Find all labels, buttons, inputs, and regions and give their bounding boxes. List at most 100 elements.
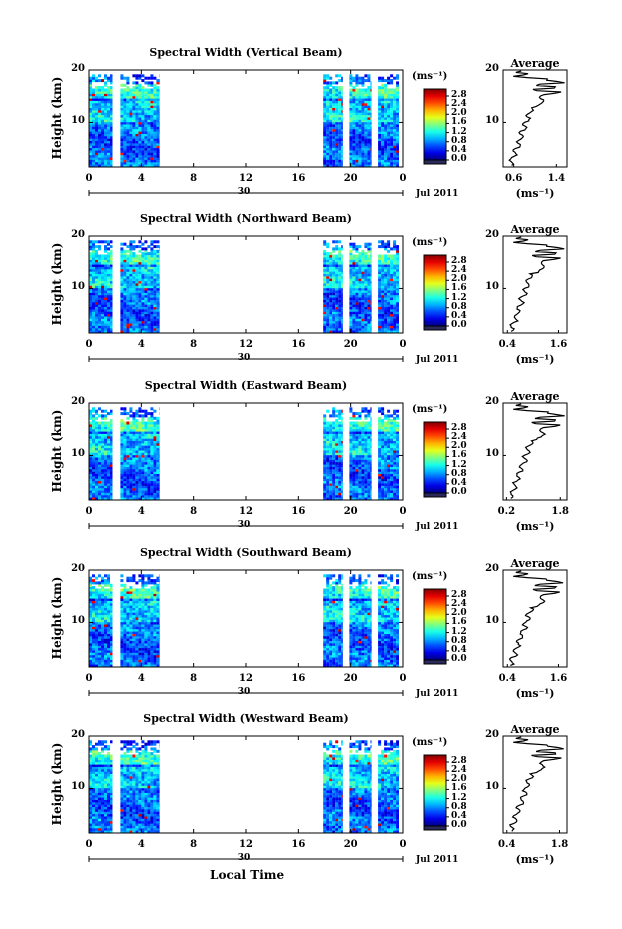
heatmap-cell — [387, 149, 391, 153]
heatmap-cell — [144, 445, 148, 449]
heatmap-cell — [326, 275, 330, 279]
heatmap-cell — [110, 123, 113, 127]
heatmap-cell — [338, 93, 342, 97]
heatmap-cell — [132, 95, 136, 99]
heatmap-cell — [370, 423, 372, 427]
heatmap-cell — [156, 301, 160, 305]
heatmap-cell — [332, 442, 336, 446]
heatmap-cell — [120, 478, 124, 482]
heatmap-cell — [98, 259, 101, 263]
heatmap-cell — [92, 79, 95, 83]
heatmap-cell — [358, 452, 362, 456]
heatmap-cell — [387, 452, 391, 456]
heatmap-cell — [393, 419, 397, 423]
heatmap-cell — [107, 327, 110, 331]
heatmap-cell — [89, 126, 92, 130]
heatmap-cell — [349, 119, 353, 123]
heatmap-cell — [349, 306, 353, 310]
heatmap-cell — [381, 409, 385, 413]
heatmap-cell — [110, 93, 113, 97]
heatmap-cell — [129, 256, 133, 260]
heatmap-cell — [361, 116, 365, 120]
heatmap-cell — [332, 311, 336, 315]
heatmap-cell — [364, 461, 368, 465]
heatmap-cell — [147, 442, 151, 446]
heatmap-cell — [355, 304, 359, 307]
heatmap-cell — [326, 114, 330, 118]
heatmap-cell — [132, 100, 136, 104]
heatmap-cell — [141, 114, 145, 118]
heatmap-cell — [98, 131, 101, 134]
heatmap-cell — [110, 468, 113, 472]
heatmap-cell — [367, 245, 371, 249]
heatmap-cell — [101, 240, 104, 244]
heatmap-cell — [98, 447, 101, 451]
heatmap-cell — [367, 487, 371, 491]
heatmap-cell — [381, 105, 385, 108]
heatmap-cell — [364, 107, 368, 111]
heatmap-cell — [326, 461, 330, 465]
heatmap-cell — [138, 475, 142, 479]
heatmap-cell — [355, 416, 359, 420]
heatmap-cell — [326, 266, 330, 270]
heatmap-cell — [147, 330, 151, 333]
heatmap-cell — [349, 487, 353, 491]
heatmap-cell — [138, 273, 142, 277]
heatmap-cell — [352, 152, 356, 156]
heatmap-cell — [98, 661, 101, 665]
heatmap-cell — [107, 306, 110, 310]
heatmap-cell — [381, 242, 385, 246]
heatmap-cell — [141, 304, 145, 307]
heatmap-cell — [135, 456, 139, 460]
heatmap-cell — [141, 306, 145, 310]
heatmap-cell — [338, 273, 342, 277]
heatmap-cell — [156, 266, 160, 270]
heatmap-cell — [141, 468, 145, 472]
heatmap-cell — [110, 161, 113, 165]
heatmap-cell — [390, 107, 394, 111]
heatmap-cell — [107, 301, 110, 305]
heatmap-cell — [335, 433, 339, 437]
heatmap-cell — [129, 161, 133, 165]
heatmap-cell — [396, 452, 399, 456]
heatmap-cell — [381, 301, 385, 305]
heatmap-cell — [141, 414, 145, 418]
heatmap-cell — [147, 266, 151, 270]
heatmap-cell — [101, 145, 104, 149]
heatmap-cell — [120, 318, 124, 322]
heatmap-cell — [120, 247, 124, 251]
heatmap-cell — [138, 90, 142, 94]
heatmap-cell — [141, 445, 145, 449]
heatmap-cell — [150, 88, 154, 92]
heatmap-cell — [335, 487, 339, 491]
heatmap-cell — [147, 433, 151, 437]
heatmap-cell — [396, 285, 399, 289]
heatmap-cell — [361, 105, 365, 108]
heatmap-cell — [150, 297, 154, 300]
heatmap-cell — [126, 116, 130, 120]
heatmap-cell — [361, 252, 365, 256]
heatmap-cell — [396, 119, 399, 123]
heatmap-cell — [144, 152, 148, 156]
heatmap-cell — [101, 114, 104, 118]
heatmap-cell — [89, 133, 92, 137]
heatmap-cell — [352, 256, 356, 260]
heatmap-cell — [326, 322, 330, 326]
heatmap-cell — [156, 278, 160, 282]
heatmap-cell — [323, 275, 327, 279]
heatmap-cell — [390, 475, 394, 479]
heatmap-cell — [329, 105, 333, 108]
heatmap-cell — [104, 449, 107, 453]
heatmap-cell — [123, 325, 127, 329]
heatmap-cell — [384, 452, 388, 456]
heatmap-cell — [107, 280, 110, 284]
heatmap-cell — [138, 482, 142, 486]
heatmap-cell — [101, 428, 104, 432]
heatmap-cell — [326, 449, 330, 453]
heatmap-cell — [101, 149, 104, 153]
heatmap-cell — [355, 454, 359, 458]
heatmap-cell — [384, 100, 388, 104]
heatmap-cell — [384, 461, 388, 465]
heatmap-cell — [387, 497, 391, 500]
heatmap-cell — [104, 292, 107, 296]
